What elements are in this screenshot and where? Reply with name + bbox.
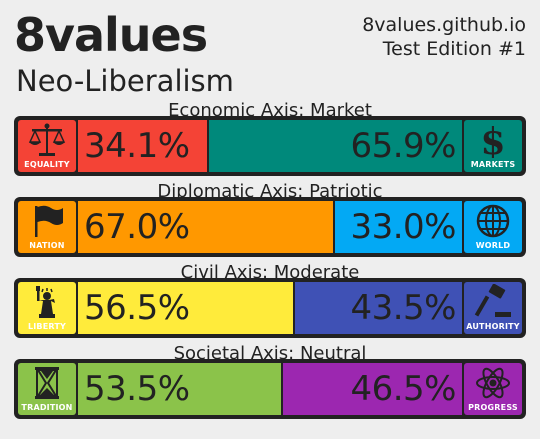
world-icon-box: WORLD (464, 201, 522, 253)
authority-percent: 43.5% (350, 288, 456, 328)
liberty-label: LIBERTY (27, 322, 67, 331)
statue-of-liberty-icon (36, 286, 55, 318)
civil-bar-track: 56.5% 43.5% (78, 282, 462, 334)
progress-label: PROGRESS (468, 403, 518, 412)
tradition-percent: 53.5% (84, 369, 190, 409)
markets-label: MARKETS (470, 160, 516, 169)
authority-segment: 43.5% (294, 282, 462, 334)
authority-label: AUTHORITY (466, 322, 520, 331)
edition-label: Test Edition #1 (382, 38, 526, 60)
ideology-name: Neo-Liberalism (16, 64, 234, 98)
markets-icon-box: $ MARKETS (464, 120, 522, 172)
liberty-percent: 56.5% (84, 288, 190, 328)
axis-title-diplomatic: Diplomatic Axis: Patriotic (157, 181, 383, 202)
axis-bar-civil: LIBERTY 56.5% 43.5% AUTHORITY (14, 278, 526, 338)
nation-label: NATION (29, 241, 65, 250)
dollar-icon: $ (480, 122, 505, 158)
tradition-segment: 53.5% (78, 363, 284, 415)
site-link[interactable]: 8values.github.io (362, 14, 526, 36)
progress-percent: 46.5% (350, 369, 456, 409)
world-segment: 33.0% (335, 201, 462, 253)
nation-percent: 67.0% (84, 207, 190, 247)
scales-icon (28, 123, 66, 156)
hourglass-icon (35, 367, 59, 399)
gavel-icon (474, 284, 511, 317)
world-percent: 33.0% (350, 207, 456, 247)
nation-segment: 67.0% (78, 201, 336, 253)
authority-icon-box: AUTHORITY (464, 282, 522, 334)
svg-text:$: $ (480, 122, 505, 158)
world-label: WORLD (475, 241, 511, 250)
nation-icon-box: NATION (18, 201, 76, 253)
progress-segment: 46.5% (283, 363, 462, 415)
liberty-icon-box: LIBERTY (18, 282, 76, 334)
axis-bar-economic: EQUALITY 34.1% 65.9% $ MARKETS (14, 116, 526, 176)
globe-icon (476, 204, 510, 238)
markets-percent: 65.9% (350, 126, 456, 166)
axis-bar-diplomatic: NATION 67.0% 33.0% WORLD (14, 197, 526, 257)
markets-segment: 65.9% (208, 120, 462, 172)
equality-segment: 34.1% (78, 120, 209, 172)
diplomatic-bar-track: 67.0% 33.0% (78, 201, 462, 253)
economic-bar-track: 34.1% 65.9% (78, 120, 462, 172)
flag-icon (35, 205, 63, 237)
brand-title: 8values (14, 8, 208, 62)
atom-icon (476, 367, 510, 399)
liberty-segment: 56.5% (78, 282, 295, 334)
axis-title-civil: Civil Axis: Moderate (180, 262, 360, 283)
equality-icon-box: EQUALITY (18, 120, 76, 172)
progress-icon-box: PROGRESS (464, 363, 522, 415)
equality-percent: 34.1% (84, 126, 190, 166)
axis-title-economic: Economic Axis: Market (168, 100, 372, 121)
axis-title-societal: Societal Axis: Neutral (173, 343, 367, 364)
axis-bar-societal: TRADITION 53.5% 46.5% PROGRESS (14, 359, 526, 419)
tradition-icon-box: TRADITION (18, 363, 76, 415)
tradition-label: TRADITION (21, 403, 73, 412)
equality-label: EQUALITY (24, 160, 70, 169)
societal-bar-track: 53.5% 46.5% (78, 363, 462, 415)
